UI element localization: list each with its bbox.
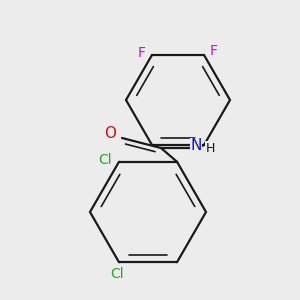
Text: F: F [138, 46, 146, 60]
Text: F: F [210, 44, 218, 58]
Text: N: N [190, 139, 202, 154]
Text: O: O [104, 127, 116, 142]
Text: Cl: Cl [98, 153, 112, 167]
Text: H: H [205, 142, 215, 154]
Text: Cl: Cl [110, 267, 124, 281]
